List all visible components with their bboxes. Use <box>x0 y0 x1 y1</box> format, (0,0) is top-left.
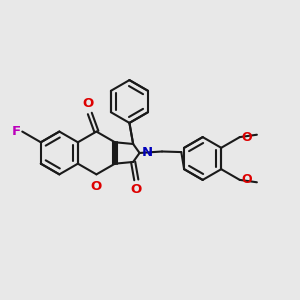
Text: N: N <box>142 146 153 159</box>
Text: O: O <box>131 183 142 196</box>
Text: O: O <box>91 180 102 193</box>
Text: O: O <box>83 97 94 110</box>
Text: O: O <box>241 130 252 144</box>
Text: O: O <box>241 173 252 186</box>
Text: F: F <box>11 125 20 138</box>
